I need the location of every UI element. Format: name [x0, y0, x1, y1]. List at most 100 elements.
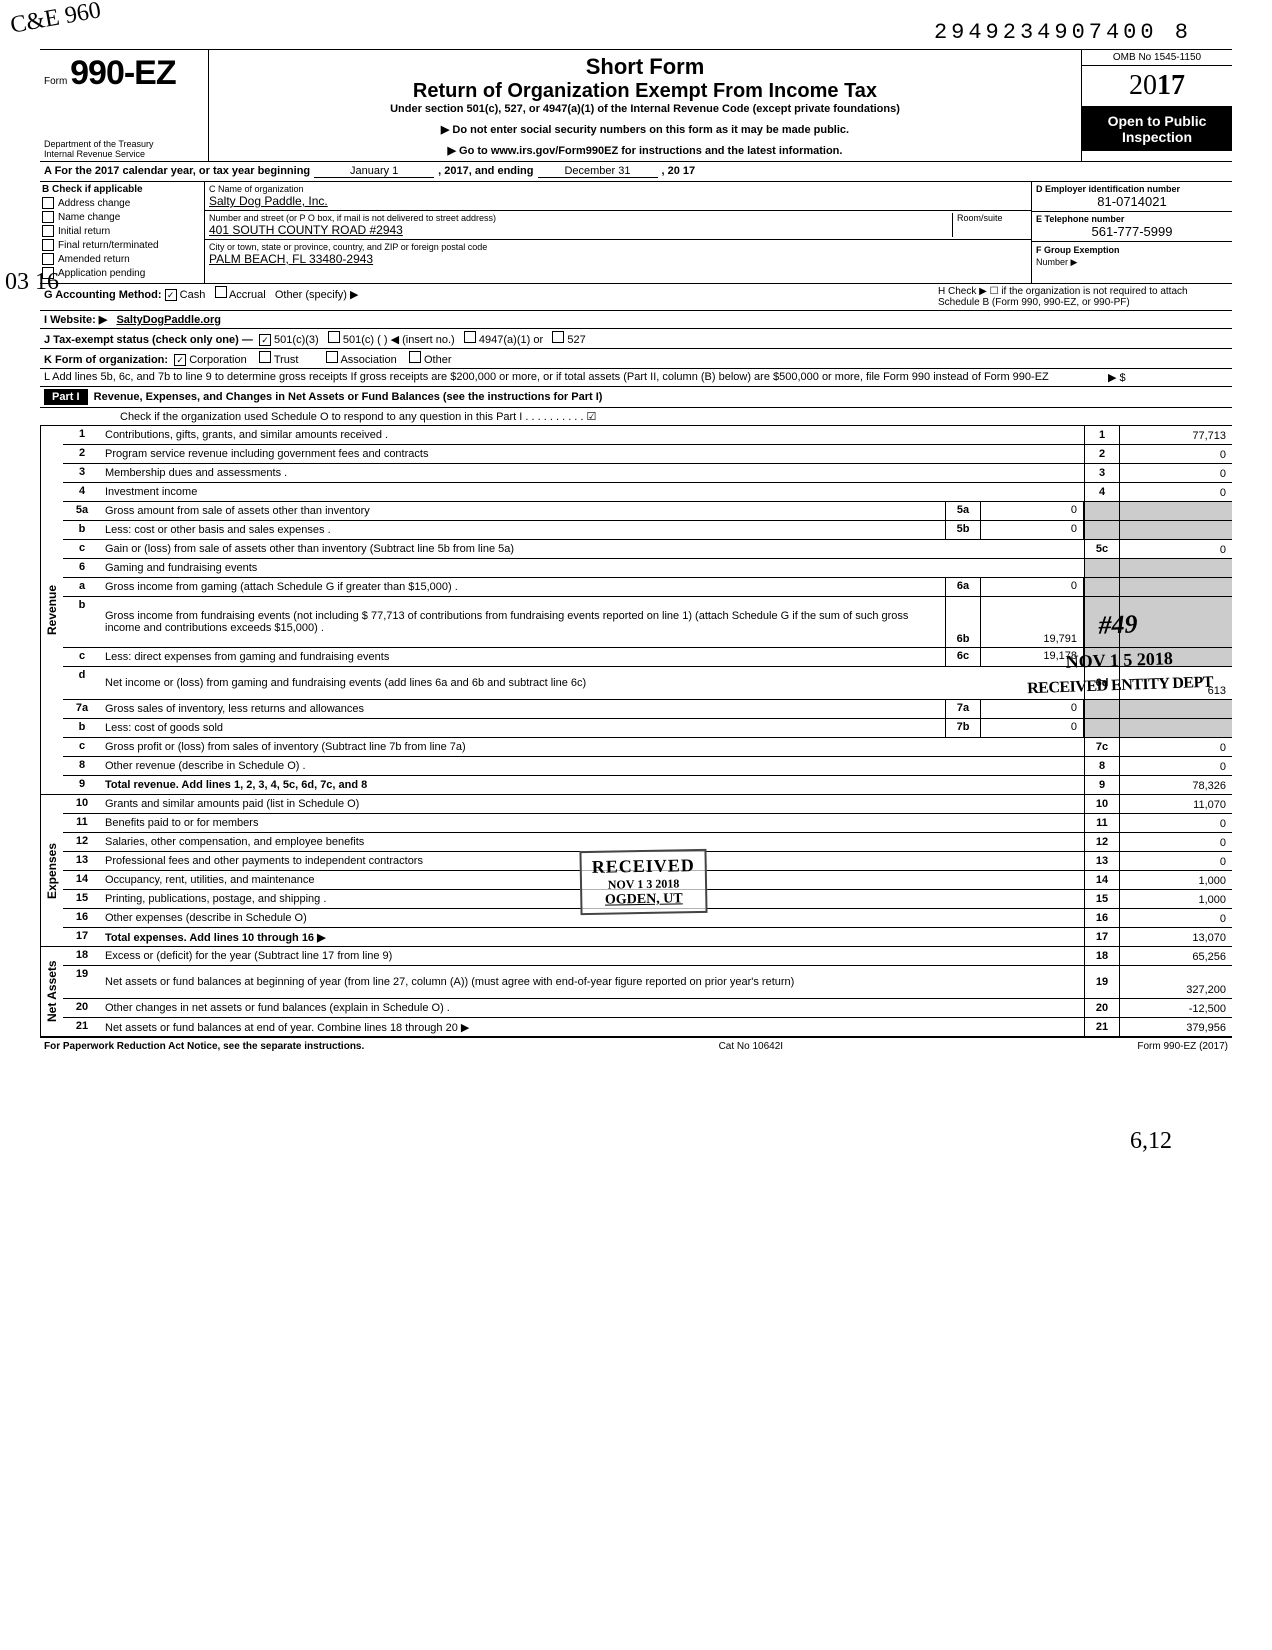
- shaded-box: [1084, 700, 1119, 718]
- column-de: D Employer identification number 81-0714…: [1032, 182, 1232, 283]
- line-num: 11: [63, 814, 101, 832]
- form-header-left: Form 990-EZ Department of the Treasury I…: [40, 50, 209, 161]
- line-amt: 0: [1119, 464, 1232, 482]
- line-5b: bLess: cost or other basis and sales exp…: [63, 520, 1232, 539]
- check-address-change[interactable]: Address change: [42, 197, 202, 209]
- checkbox-icon[interactable]: [409, 351, 421, 363]
- line-7b: bLess: cost of goods sold7b0: [63, 718, 1232, 737]
- d-label: D Employer identification number: [1036, 184, 1228, 194]
- k-other: Other: [424, 354, 452, 366]
- line-desc: Excess or (deficit) for the year (Subtra…: [101, 947, 1084, 965]
- street-value: 401 SOUTH COUNTY ROAD #2943: [209, 223, 952, 237]
- shaded-box: [1084, 578, 1119, 596]
- line-19: 19Net assets or fund balances at beginni…: [63, 965, 1232, 998]
- shaded-box: [1084, 719, 1119, 737]
- checkbox-icon[interactable]: [326, 351, 338, 363]
- line-box: 8: [1084, 757, 1119, 775]
- column-c-org-info: C Name of organization Salty Dog Paddle,…: [205, 182, 1032, 283]
- side-label-netassets: Net Assets: [40, 947, 63, 1036]
- line-num: c: [63, 540, 101, 558]
- header-grid: B Check if applicable Address change Nam…: [40, 182, 1232, 284]
- line-desc: Grants and similar amounts paid (list in…: [101, 795, 1084, 813]
- group-exemption-row: F Group Exemption Number ▶: [1032, 242, 1232, 270]
- l-text: L Add lines 5b, 6c, and 7b to line 9 to …: [44, 371, 1098, 384]
- side-label-revenue: Revenue: [40, 426, 63, 794]
- check-name-change[interactable]: Name change: [42, 211, 202, 223]
- stamp-received-text: RECEIVED: [592, 855, 695, 878]
- j-501c: 501(c) ( ) ◀ (insert no.): [343, 334, 455, 346]
- line-num: b: [63, 521, 101, 539]
- line-num: c: [63, 648, 101, 666]
- line-box: 14: [1084, 871, 1119, 889]
- received-stamp-entity: #49 NOV 1 5 2018 RECEIVED ENTITY DEPT: [1025, 607, 1214, 698]
- checkbox-icon[interactable]: ✓: [174, 354, 186, 366]
- instruction-web: ▶ Go to www.irs.gov/Form990EZ for instru…: [217, 144, 1073, 157]
- line-amt: 1,000: [1119, 890, 1232, 908]
- shaded-amt: [1119, 502, 1232, 520]
- form-header-right: OMB No 1545-1150 2017 Open to Public Ins…: [1082, 50, 1232, 161]
- checkbox-icon[interactable]: ✓: [259, 334, 271, 346]
- check-final-return[interactable]: Final return/terminated: [42, 239, 202, 251]
- line-num: 6: [63, 559, 101, 577]
- line-desc: Net assets or fund balances at end of ye…: [101, 1018, 1084, 1036]
- open-public-2: Inspection: [1122, 129, 1192, 145]
- checkbox-icon[interactable]: [552, 331, 564, 343]
- j-label: J Tax-exempt status (check only one) —: [44, 334, 253, 346]
- line-num: a: [63, 578, 101, 596]
- line-box: 5c: [1084, 540, 1119, 558]
- netassets-lines: 18Excess or (deficit) for the year (Subt…: [63, 947, 1232, 1036]
- checkbox-icon: [42, 239, 54, 251]
- line-num: 14: [63, 871, 101, 889]
- shaded-box: [1084, 521, 1119, 539]
- line-box: 16: [1084, 909, 1119, 927]
- stamp-date-2: NOV 1 5 2018: [1026, 647, 1213, 674]
- inner-box: 7a: [945, 700, 981, 718]
- checkbox-icon[interactable]: [259, 351, 271, 363]
- line-amt: 327,200: [1119, 966, 1232, 998]
- line-amt: 11,070: [1119, 795, 1232, 813]
- line-num: 18: [63, 947, 101, 965]
- row-g-h: G Accounting Method: ✓ Cash Accrual Othe…: [40, 284, 1232, 311]
- row-a-prefix: A For the 2017 calendar year, or tax yea…: [44, 165, 310, 178]
- checkbox-icon: [42, 211, 54, 223]
- inner-box: 5b: [945, 521, 981, 539]
- line-desc: Gross profit or (loss) from sales of inv…: [101, 738, 1084, 756]
- line-7c: cGross profit or (loss) from sales of in…: [63, 737, 1232, 756]
- line-num: 17: [63, 928, 101, 946]
- check-application-pending[interactable]: Application pending: [42, 267, 202, 279]
- h-label: H Check ▶ ☐ if the organization is not r…: [938, 286, 1228, 308]
- checkbox-icon[interactable]: [464, 331, 476, 343]
- line-num: 8: [63, 757, 101, 775]
- checkbox-icon: [42, 253, 54, 265]
- j-501c3: 501(c)(3): [274, 334, 319, 346]
- line-num: 21: [63, 1018, 101, 1036]
- line-desc: Gross income from gaming (attach Schedul…: [101, 578, 945, 596]
- line-21: 21Net assets or fund balances at end of …: [63, 1017, 1232, 1036]
- checkbox-icon[interactable]: ✓: [165, 289, 177, 301]
- line-num: b: [63, 597, 101, 647]
- line-desc: Membership dues and assessments .: [101, 464, 1084, 482]
- street-label: Number and street (or P O box, if mail i…: [209, 213, 952, 223]
- checkbox-icon[interactable]: [215, 286, 227, 298]
- line-5c: cGain or (loss) from sale of assets othe…: [63, 539, 1232, 558]
- form-number: 990-EZ: [70, 54, 176, 92]
- department-label: Department of the Treasury Internal Reve…: [44, 139, 154, 159]
- inner-amt: 0: [981, 700, 1084, 718]
- check-label: Amended return: [58, 254, 130, 265]
- line-num: 7a: [63, 700, 101, 718]
- phone-row: E Telephone number 561-777-5999: [1032, 212, 1232, 242]
- k-trust: Trust: [274, 354, 299, 366]
- row-a-mid: , 2017, and ending: [438, 165, 533, 178]
- omb-number: OMB No 1545-1150: [1082, 50, 1232, 66]
- checkbox-icon[interactable]: [328, 331, 340, 343]
- check-amended-return[interactable]: Amended return: [42, 253, 202, 265]
- city-value: PALM BEACH, FL 33480-2943: [209, 252, 1027, 266]
- netassets-table: Net Assets 18Excess or (deficit) for the…: [40, 947, 1232, 1038]
- org-name-row: C Name of organization Salty Dog Paddle,…: [205, 182, 1031, 211]
- check-initial-return[interactable]: Initial return: [42, 225, 202, 237]
- l-arrow: ▶ $: [1098, 371, 1228, 384]
- line-desc: Investment income: [101, 483, 1084, 501]
- line-8: 8Other revenue (describe in Schedule O) …: [63, 756, 1232, 775]
- line-num: 15: [63, 890, 101, 908]
- line-amt: -12,500: [1119, 999, 1232, 1017]
